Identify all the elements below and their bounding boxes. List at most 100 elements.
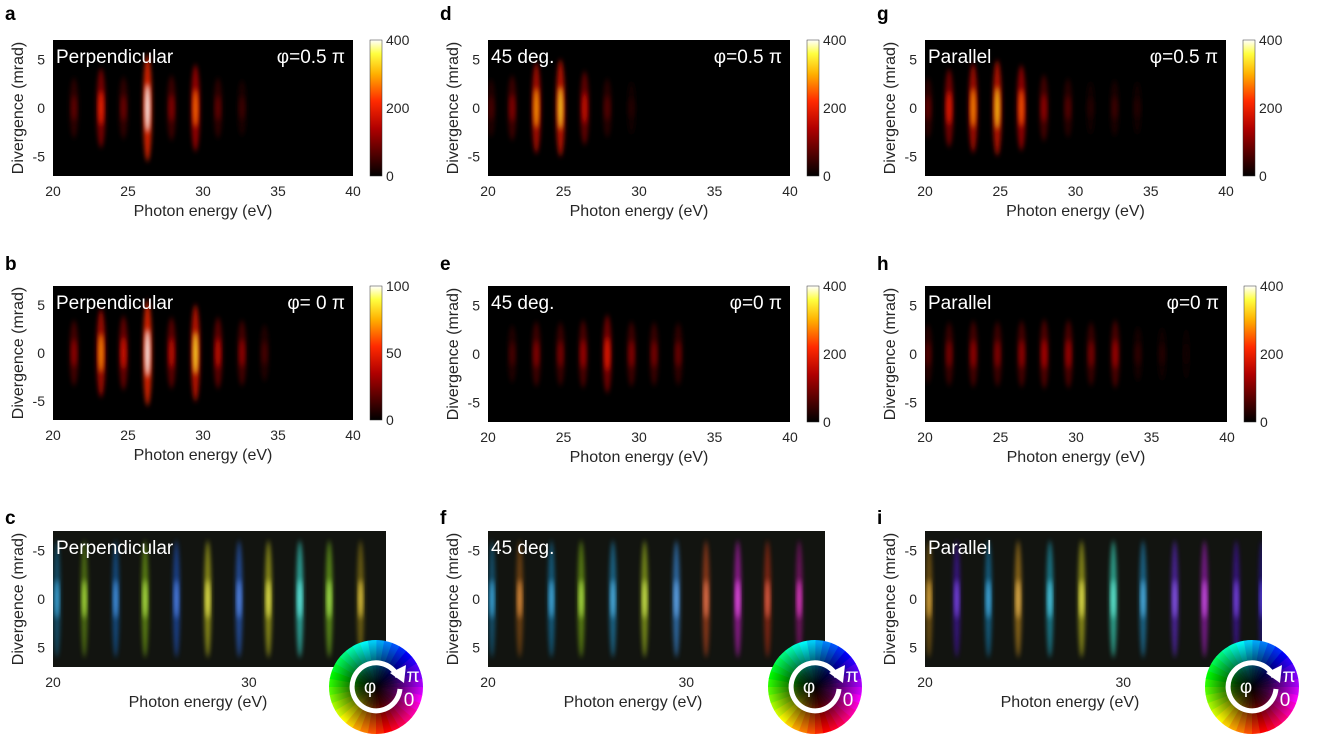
- x-tick-label: 20: [45, 674, 61, 690]
- phase-label-pi: π: [406, 666, 419, 687]
- y-tick-label: -5: [468, 149, 481, 165]
- y-tick-label: -5: [468, 395, 481, 411]
- arrowhead-icon: [390, 665, 406, 683]
- colorbar-tick-label: 50: [386, 345, 402, 361]
- x-axis-label: Photon energy (eV): [134, 447, 273, 464]
- panel-i: i Parallel 20 30 Photon energy (eV) -5 0 5 Diver…: [877, 508, 1299, 734]
- panel-label: h: [877, 254, 889, 275]
- colorbar-tick-label: 0: [386, 168, 394, 184]
- y-tick-label: 5: [472, 640, 480, 656]
- harmonic-peak-core: [113, 579, 118, 619]
- panel-g: g Parallel φ=0.5 π 20 25 30 35 40 Photon energy …: [877, 4, 1283, 220]
- harmonic-peak-core: [509, 94, 515, 122]
- harmonic-peak-core: [1183, 343, 1189, 365]
- colorbar-tick-label: 400: [386, 32, 410, 48]
- harmonic-peak-core: [121, 95, 126, 121]
- harmonic-peak-core: [358, 579, 363, 619]
- circular-arrow-icon: [788, 660, 842, 714]
- harmonic-peak-core: [1135, 342, 1141, 366]
- y-axis-label: Divergence (mrad): [445, 288, 462, 420]
- harmonic-peak-core: [174, 579, 179, 619]
- y-axis-label: Divergence (mrad): [882, 42, 899, 174]
- harmonic-peak-core: [71, 95, 77, 121]
- harmonic-peak-core: [509, 342, 515, 366]
- harmonic-peak-core: [517, 579, 522, 619]
- overlay-phase: φ=0 π: [1167, 293, 1219, 314]
- phase-label-zero: 0: [1280, 690, 1291, 711]
- harmonic-peak-core: [1088, 340, 1094, 368]
- arrowhead-icon: [1266, 665, 1282, 683]
- x-tick-label: 30: [631, 183, 647, 199]
- harmonic-peak-core: [327, 579, 332, 619]
- x-tick-label: 35: [1143, 183, 1159, 199]
- x-axis-label: Photon energy (eV): [1006, 203, 1145, 220]
- harmonic-peak-core: [193, 88, 198, 128]
- overlay-polarization: Parallel: [928, 538, 991, 559]
- harmonic-peak-core: [1112, 339, 1118, 369]
- y-tick-label: 0: [909, 591, 917, 607]
- overlay-phase: φ= 0 π: [287, 293, 345, 314]
- x-tick-label: 25: [556, 183, 572, 199]
- harmonic-peak-core: [675, 341, 681, 367]
- harmonic-peak-core: [143, 579, 148, 619]
- y-axis-label: Divergence (mrad): [10, 287, 27, 419]
- panel-label: i: [877, 508, 882, 529]
- overlay-polarization: Parallel: [928, 293, 991, 314]
- x-tick-label: 30: [195, 183, 211, 199]
- harmonic-peak-core: [1260, 579, 1262, 619]
- harmonic-peak-core: [557, 86, 563, 130]
- colorbar-tick-label: 0: [1259, 168, 1267, 184]
- x-tick-label: 35: [270, 183, 286, 199]
- colorbar-tick-label: 200: [823, 346, 847, 362]
- panel-label: c: [5, 508, 16, 529]
- x-tick-label: 35: [270, 427, 286, 443]
- harmonic-peak-core: [237, 579, 242, 619]
- colorbar-tick-label: 200: [1259, 100, 1283, 116]
- panel-label: a: [5, 4, 16, 25]
- x-tick-label: 40: [345, 183, 361, 199]
- harmonic-peaks: [69, 300, 269, 406]
- harmonic-peak-core: [946, 340, 952, 368]
- harmonic-peak-core: [925, 95, 931, 121]
- harmonic-peak-core: [533, 340, 539, 368]
- y-axis-label: Divergence (mrad): [445, 533, 462, 665]
- panel-label: e: [440, 254, 451, 275]
- y-axis-label: Divergence (mrad): [445, 42, 462, 174]
- colorbar-tick-label: 400: [823, 32, 847, 48]
- harmonic-peak-core: [533, 87, 539, 129]
- harmonic-peak-core: [651, 340, 657, 368]
- harmonic-peaks: [53, 540, 365, 658]
- harmonic-peak-core: [954, 579, 959, 619]
- harmonic-peak-core: [239, 339, 245, 367]
- phase-wheel-shade: [329, 640, 423, 734]
- phase-wheel-shade: [768, 640, 862, 734]
- x-tick-label: 30: [1068, 183, 1084, 199]
- colorbar: [369, 39, 383, 177]
- harmonic-peaks: [925, 60, 1142, 156]
- y-tick-label: 5: [37, 51, 45, 67]
- overlay-polarization: 45 deg.: [491, 538, 554, 559]
- harmonic-peak-core: [1112, 96, 1118, 120]
- x-tick-label: 20: [45, 183, 61, 199]
- x-tick-label: 20: [480, 429, 496, 445]
- harmonic-peak-core: [489, 579, 494, 619]
- harmonic-peak-core: [1111, 579, 1116, 619]
- y-tick-label: 0: [37, 345, 45, 361]
- x-tick-label: 30: [1068, 429, 1084, 445]
- panel-label: b: [5, 254, 17, 275]
- overlay-polarization: Perpendicular: [56, 47, 174, 68]
- overlay-phase: φ=0.5 π: [277, 47, 345, 68]
- colorbar-tick-label: 100: [386, 278, 410, 294]
- harmonic-peaks: [488, 540, 803, 658]
- harmonic-peak-core: [169, 94, 174, 122]
- x-axis-label: Photon energy (eV): [134, 203, 273, 220]
- harmonic-peaks: [507, 315, 683, 393]
- panel-b: b Perpendicular φ= 0 π 20 25 30 35 40 Photon ene…: [5, 254, 410, 464]
- harmonic-peak-core: [98, 333, 104, 373]
- harmonic-peak-core: [193, 331, 198, 375]
- overlay-phase: φ=0.5 π: [1150, 47, 1218, 68]
- phase-label-zero: 0: [843, 690, 854, 711]
- harmonic-peak-core: [82, 579, 87, 619]
- y-tick-label: -5: [905, 395, 918, 411]
